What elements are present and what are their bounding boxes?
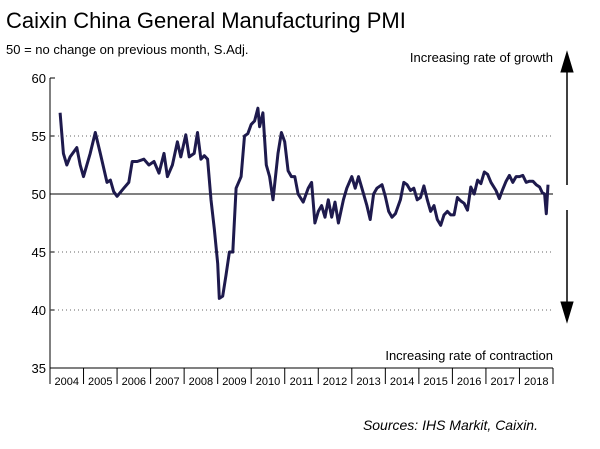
x-tick-label: 2011: [290, 376, 314, 388]
x-tick-label: 2015: [423, 376, 447, 388]
y-tick-label: 55: [32, 129, 46, 144]
arrows: [560, 50, 574, 324]
x-tick-label: 2004: [55, 376, 79, 388]
x-tick-label: 2009: [222, 376, 246, 388]
chart-title: Caixin China General Manufacturing PMI: [6, 8, 406, 33]
y-tick-label: 40: [32, 303, 46, 318]
source: Sources: IHS Markit, Caixin.: [363, 417, 538, 433]
x-tick-label: 2008: [189, 376, 213, 388]
y-tick-label: 35: [32, 361, 46, 376]
x-tick-label: 2018: [524, 376, 548, 388]
chart-subtitle: 50 = no change on previous month, S.Adj.: [6, 42, 248, 57]
x-tick-label: 2017: [490, 376, 514, 388]
x-tick-label: 2016: [457, 376, 481, 388]
y-tick-label: 50: [32, 187, 46, 202]
x-tick-label: 2010: [256, 376, 280, 388]
series-line: [58, 106, 550, 300]
y-tick-label: 60: [32, 71, 46, 86]
x-tick-label: 2014: [390, 376, 414, 388]
annotation: Increasing rate of growth: [410, 50, 553, 65]
x-tick-label: 2012: [323, 376, 347, 388]
x-tick-label: 2013: [356, 376, 380, 388]
x-tick-label: 2006: [122, 376, 146, 388]
annotation: Increasing rate of contraction: [385, 348, 553, 363]
y-tick-label: 45: [32, 245, 46, 260]
x-tick-label: 2005: [88, 376, 112, 388]
x-tick-label: 2007: [155, 376, 179, 388]
